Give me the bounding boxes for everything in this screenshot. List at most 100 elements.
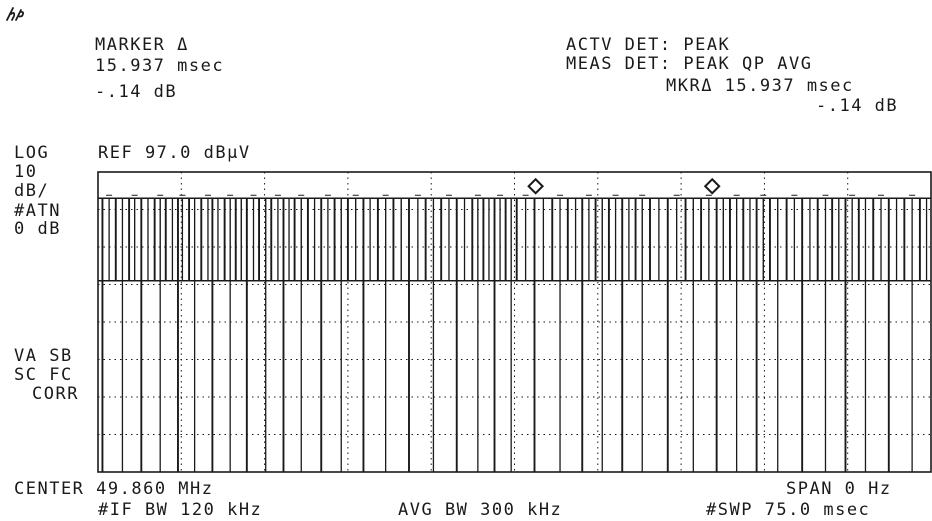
delta-marker-diamond: [703, 177, 721, 195]
if-bandwidth: #IF BW 120 kHz: [98, 500, 263, 520]
trace-pulse-cell: [567, 197, 576, 282]
trace-pulse-cell: [786, 197, 795, 282]
reference-level: REF 97.0 dBµV: [98, 143, 251, 163]
span: SPAN 0 Hz: [786, 479, 892, 499]
trace-pulse-cell: [865, 197, 874, 282]
trace-pulse-cell: [716, 197, 724, 282]
trace-pulse-cell: [809, 197, 819, 282]
trace-pulse-cell: [722, 197, 731, 282]
trace-pulse-cell: [575, 197, 583, 282]
trace-pulse-cell: [858, 197, 866, 282]
trace-pulse-cell: [347, 197, 357, 282]
trace-pulse-cell: [294, 197, 302, 282]
trace-pulse-cell: [880, 197, 890, 282]
trace-pulse-cell: [464, 197, 473, 282]
scale-unit: dB/: [14, 181, 50, 201]
sc-fc-flag: SC FC: [14, 365, 73, 385]
scale-mode: LOG: [14, 143, 50, 163]
trace-pulse-cell: [708, 197, 718, 282]
trace-pulse-cell: [102, 197, 110, 282]
trace-pulse-cell: [300, 197, 309, 282]
trace-pulse-cell: [595, 197, 603, 282]
trace-pulse-cell: [692, 197, 702, 282]
trace-pulse-cell: [320, 197, 329, 282]
trace-pulse-cell: [825, 197, 833, 282]
hp-logo: [6, 7, 25, 21]
trace-pulse-cell: [140, 197, 149, 282]
trace-pulse-cell: [525, 197, 535, 282]
trace-pulse-cell: [831, 197, 840, 282]
trace-pulse-cell: [736, 197, 744, 282]
trace-pulse-cell: [270, 197, 279, 282]
marker-time: 15.937 msec: [95, 56, 225, 76]
trace-pulse-cell: [307, 197, 315, 282]
trace-pulse-cell: [433, 197, 442, 282]
trace-pulse-cell: [369, 197, 379, 282]
trace-pulse-cell: [588, 197, 596, 282]
trace-pulse-cell: [115, 197, 123, 282]
sweep-time: #SWP 75.0 msec: [706, 500, 871, 520]
trace-pulse-cell: [872, 197, 882, 282]
trace-pulse-cell: [516, 197, 527, 282]
trace-pulse-cell: [608, 197, 616, 282]
marker-label: MARKER Δ: [95, 35, 189, 55]
scale-value: 10: [14, 162, 38, 182]
trace-pulse-cell: [448, 197, 458, 282]
trace-pulse-cell: [888, 197, 897, 282]
reference-marker-diamond: [527, 177, 545, 195]
trace-pulse-cell: [801, 197, 811, 282]
trace-pulse-cell: [456, 197, 465, 282]
trace-pulse-cell: [649, 197, 660, 282]
trace-pulse-cell: [425, 197, 434, 282]
trace-pulse-cell: [108, 197, 117, 282]
attenuation-label: #ATN: [14, 201, 61, 221]
trace-pulse-cell: [182, 197, 190, 282]
trace-pulse-cell: [340, 197, 349, 282]
trace-pulse-cell: [385, 197, 394, 282]
trace-pulse-cell: [903, 197, 913, 282]
trace-pulse-cell: [769, 197, 779, 282]
trace-pulse-cell: [667, 197, 678, 282]
trace-pulse-cell: [621, 197, 630, 282]
trace-pulse-cell: [194, 197, 202, 282]
marker-level: -.14 dB: [95, 82, 178, 102]
trace-pulse-cell: [756, 197, 764, 282]
trace-pulse-cell: [246, 197, 254, 282]
corr-flag: CORR: [32, 384, 79, 404]
attenuation-value: 0 dB: [14, 219, 61, 239]
trace-pulse-cell: [551, 197, 561, 282]
trace-pulse-cell: [393, 197, 402, 282]
trace-pulse-cell: [363, 197, 371, 282]
va-sb-flag: VA SB: [14, 346, 73, 366]
trace-pulse-cell: [200, 197, 209, 282]
trace-pulse-cell: [408, 197, 419, 282]
trace-pulse-cell: [793, 197, 803, 282]
trace-pulse-cell: [327, 197, 335, 282]
trace-pulse-cell: [601, 197, 610, 282]
trace-pulse-cell: [777, 197, 788, 282]
trace-pulse-cell: [165, 197, 173, 282]
trace-pulse-cell: [635, 197, 643, 282]
trace-pulse-cell: [440, 197, 450, 282]
trace-pulse-cell: [685, 197, 694, 282]
marker-delta-level: -.14 dB: [816, 96, 899, 116]
trace-pulse-cell: [355, 197, 364, 282]
trace-pulse-cell: [742, 197, 751, 282]
trace-pulse-cell: [628, 197, 636, 282]
trace-pulse-cell: [749, 197, 758, 282]
trace-pulse-cell: [122, 197, 130, 282]
trace-pulse-cell: [851, 197, 860, 282]
trace-pulse-cell: [845, 197, 853, 282]
trace-pulse-cell: [534, 197, 544, 282]
trace-pulse-cell: [729, 197, 738, 282]
trace-pulse-cell: [377, 197, 387, 282]
trace-pulse-cell: [559, 197, 569, 282]
trace-pulse-cell: [911, 197, 921, 282]
trace-pulse-cell: [838, 197, 846, 282]
marker-delta-time: MKRΔ 15.937 msec: [666, 76, 854, 96]
trace-pulse-cell: [417, 197, 427, 282]
trace-pulse-cell: [147, 197, 156, 282]
trace-pulse-cell: [658, 197, 669, 282]
measure-detector: MEAS DET: PEAK QP AVG: [566, 54, 813, 74]
